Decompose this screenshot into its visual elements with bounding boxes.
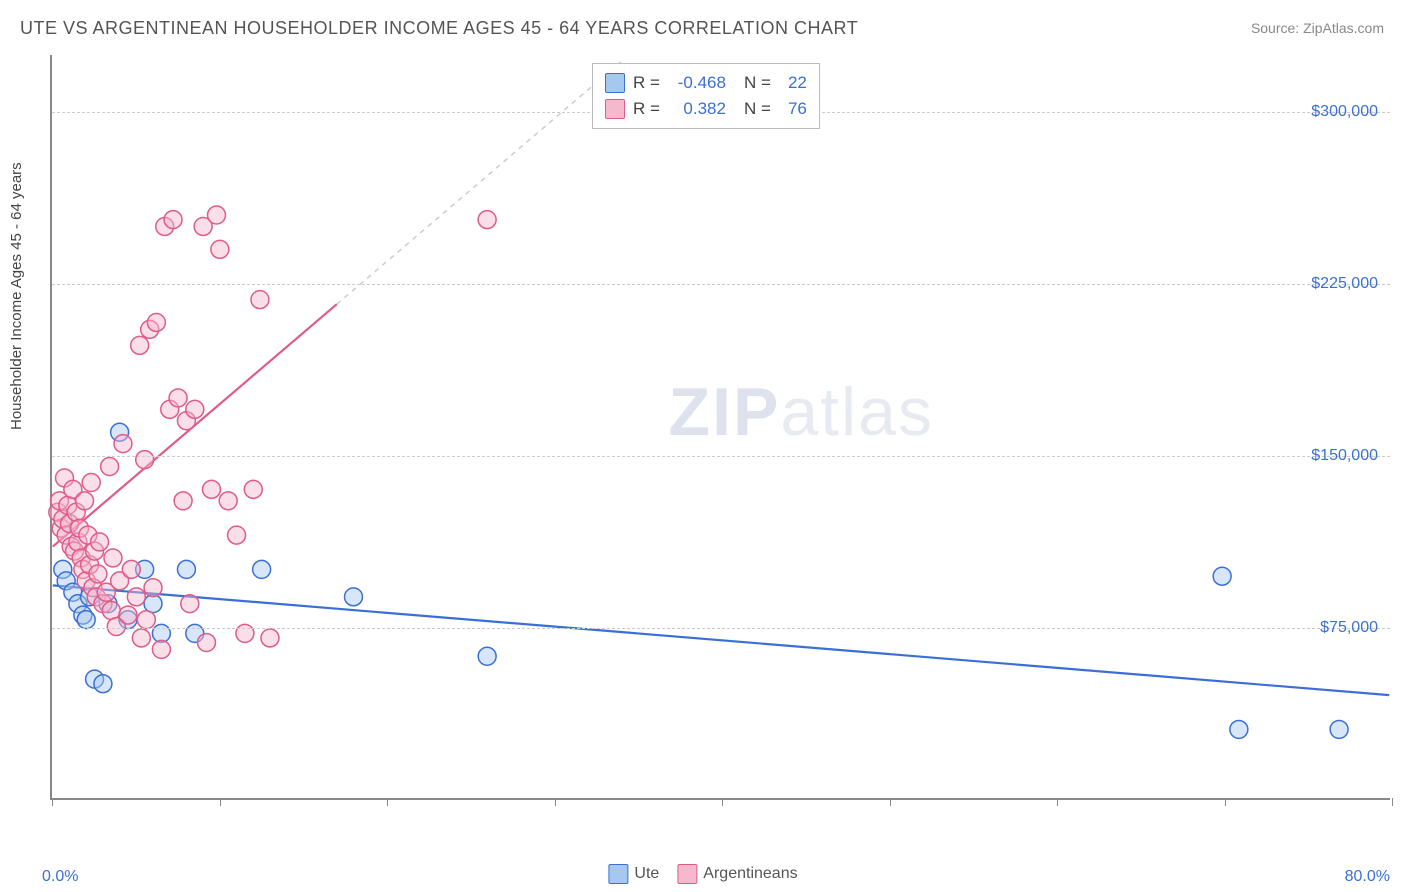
- scatter-point: [181, 595, 199, 613]
- legend-label-argentineans: Argentineans: [703, 865, 797, 883]
- scatter-point: [203, 480, 221, 498]
- scatter-point: [174, 492, 192, 510]
- scatter-point: [127, 588, 145, 606]
- x-tick: [722, 798, 723, 806]
- scatter-point: [261, 629, 279, 647]
- scatter-point: [251, 291, 269, 309]
- scatter-point: [76, 492, 94, 510]
- source-prefix: Source:: [1251, 20, 1303, 36]
- stats-row: R = 0.382 N = 76: [605, 96, 807, 122]
- scatter-point: [136, 451, 154, 469]
- stats-r-label: R =: [633, 70, 660, 96]
- scatter-point: [1213, 567, 1231, 585]
- scatter-point: [119, 606, 137, 624]
- scatter-point: [132, 629, 150, 647]
- scatter-point: [104, 549, 122, 567]
- scatter-point: [94, 675, 112, 693]
- gridline-h: [52, 284, 1390, 285]
- legend-swatch-ute: [608, 864, 628, 884]
- scatter-point: [164, 211, 182, 229]
- x-tick: [1392, 798, 1393, 806]
- scatter-point: [1230, 720, 1248, 738]
- chart-container: UTE VS ARGENTINEAN HOUSEHOLDER INCOME AG…: [0, 0, 1406, 892]
- scatter-point: [228, 526, 246, 544]
- stats-n-label: N =: [744, 70, 771, 96]
- scatter-point: [114, 435, 132, 453]
- scatter-point: [1330, 720, 1348, 738]
- stats-row: R = -0.468 N = 22: [605, 70, 807, 96]
- scatter-point: [82, 474, 100, 492]
- scatter-point: [147, 314, 165, 332]
- scatter-point: [91, 533, 109, 551]
- plot-svg: [52, 55, 1390, 798]
- scatter-point: [253, 560, 271, 578]
- x-tick: [1225, 798, 1226, 806]
- scatter-point: [211, 240, 229, 258]
- scatter-point: [219, 492, 237, 510]
- source-attribution: Source: ZipAtlas.com: [1251, 20, 1384, 36]
- y-tick-label: $150,000: [1311, 447, 1378, 465]
- stats-box: R = -0.468 N = 22 R = 0.382 N = 76: [592, 63, 820, 129]
- stats-r-value: -0.468: [668, 70, 726, 96]
- gridline-h: [52, 628, 1390, 629]
- scatter-point: [198, 634, 216, 652]
- scatter-point: [208, 206, 226, 224]
- scatter-point: [77, 611, 95, 629]
- stats-r-value: 0.382: [668, 96, 726, 122]
- legend-bottom: Ute Argentineans: [608, 864, 797, 884]
- legend-label-ute: Ute: [634, 865, 659, 883]
- x-tick: [387, 798, 388, 806]
- scatter-point: [101, 458, 119, 476]
- scatter-point: [478, 211, 496, 229]
- y-axis-label: Householder Income Ages 45 - 64 years: [8, 162, 25, 430]
- stats-n-label: N =: [744, 96, 771, 122]
- stats-swatch: [605, 73, 625, 93]
- scatter-point: [122, 560, 140, 578]
- x-tick: [555, 798, 556, 806]
- legend-swatch-argentineans: [677, 864, 697, 884]
- scatter-point: [89, 565, 107, 583]
- scatter-point: [131, 336, 149, 354]
- trend-line: [53, 585, 1389, 695]
- scatter-point: [169, 389, 187, 407]
- scatter-point: [137, 611, 155, 629]
- legend-item-ute: Ute: [608, 864, 659, 884]
- x-tick: [220, 798, 221, 806]
- trend-line-extrapolated: [337, 62, 621, 304]
- x-axis-min-label: 0.0%: [42, 868, 78, 886]
- y-tick-label: $225,000: [1311, 275, 1378, 293]
- scatter-point: [144, 579, 162, 597]
- source-name: ZipAtlas.com: [1303, 20, 1384, 36]
- scatter-point: [186, 400, 204, 418]
- x-tick: [1057, 798, 1058, 806]
- x-tick: [890, 798, 891, 806]
- y-tick-label: $300,000: [1311, 103, 1378, 121]
- x-tick: [52, 798, 53, 806]
- stats-swatch: [605, 99, 625, 119]
- stats-n-value: 76: [779, 96, 807, 122]
- scatter-point: [244, 480, 262, 498]
- gridline-h: [52, 456, 1390, 457]
- scatter-point: [152, 640, 170, 658]
- legend-item-argentineans: Argentineans: [677, 864, 797, 884]
- scatter-point: [102, 602, 120, 620]
- stats-n-value: 22: [779, 70, 807, 96]
- y-tick-label: $75,000: [1320, 619, 1378, 637]
- scatter-point: [478, 647, 496, 665]
- scatter-point: [345, 588, 363, 606]
- scatter-point: [177, 560, 195, 578]
- x-axis-max-label: 80.0%: [1345, 868, 1390, 886]
- stats-r-label: R =: [633, 96, 660, 122]
- chart-title: UTE VS ARGENTINEAN HOUSEHOLDER INCOME AG…: [20, 18, 858, 39]
- plot-area: ZIPatlas $75,000$150,000$225,000$300,000…: [50, 55, 1390, 800]
